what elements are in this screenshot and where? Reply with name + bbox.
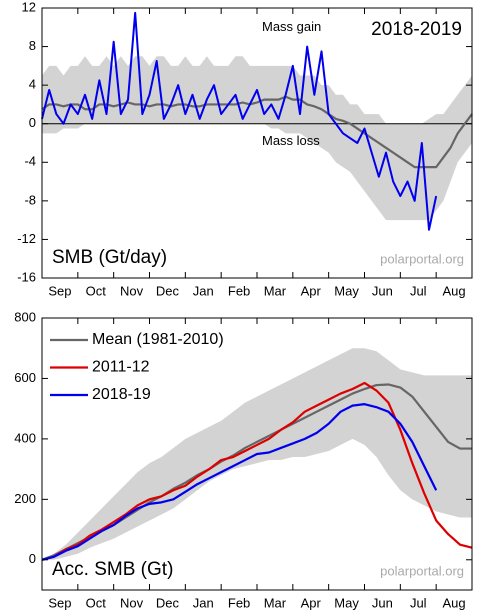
y-tick-label: 4 xyxy=(29,77,36,92)
x-tick-label: Jul xyxy=(410,595,427,610)
y-tick-label: 800 xyxy=(14,309,36,324)
x-tick-label: Dec xyxy=(156,283,180,298)
x-tick-label: Jun xyxy=(372,283,393,298)
source: polarportal.org xyxy=(380,563,464,578)
x-tick-label: Sep xyxy=(48,283,71,298)
x-tick-label: Mar xyxy=(264,283,287,298)
x-tick-label: Aug xyxy=(443,595,466,610)
panel-label: SMB (Gt/day) xyxy=(52,247,167,268)
source: polarportal.org xyxy=(380,251,464,266)
series-line xyxy=(41,11,438,231)
x-tick-label: May xyxy=(334,283,359,298)
legend-label: 2018-19 xyxy=(92,386,151,403)
x-tick-label: Dec xyxy=(156,595,180,610)
x-tick-label: Nov xyxy=(120,595,144,610)
legend-label: 2011-12 xyxy=(92,359,150,376)
x-tick-label: Apr xyxy=(301,283,322,298)
panel-label: Acc. SMB (Gt) xyxy=(52,559,173,580)
y-tick-label: 600 xyxy=(14,370,36,385)
legend-label: Mean (1981-2010) xyxy=(92,331,224,348)
annotation: Mass loss xyxy=(262,133,320,148)
panel-title: 2018-2019 xyxy=(371,19,462,40)
y-tick-label: -12 xyxy=(17,231,36,246)
x-tick-label: Jan xyxy=(193,595,214,610)
y-tick-label: 0 xyxy=(29,551,36,566)
x-tick-label: Jan xyxy=(193,283,214,298)
x-tick-label: Mar xyxy=(264,595,287,610)
series-line xyxy=(41,381,473,561)
x-tick-label: Jun xyxy=(372,595,393,610)
y-tick-label: 8 xyxy=(29,38,36,53)
x-tick-label: Oct xyxy=(86,283,107,298)
x-tick-label: Jul xyxy=(410,283,427,298)
y-tick-label: -4 xyxy=(24,154,36,169)
x-tick-label: Feb xyxy=(228,595,250,610)
y-tick-label: 400 xyxy=(14,430,36,445)
x-tick-label: Apr xyxy=(301,595,322,610)
series-line xyxy=(41,403,438,561)
x-tick-label: Sep xyxy=(48,595,71,610)
y-tick-label: -16 xyxy=(17,269,36,284)
range-band xyxy=(42,56,472,221)
x-tick-label: Feb xyxy=(228,283,250,298)
y-tick-label: 12 xyxy=(22,0,36,14)
x-tick-label: Nov xyxy=(120,283,144,298)
series-line xyxy=(41,95,473,169)
y-tick-label: 0 xyxy=(29,115,36,130)
annotation: Mass gain xyxy=(262,19,321,34)
y-tick-label: 200 xyxy=(14,491,36,506)
x-tick-label: Oct xyxy=(86,595,107,610)
y-tick-label: -8 xyxy=(24,192,36,207)
x-tick-label: Aug xyxy=(443,283,466,298)
x-tick-label: May xyxy=(334,595,359,610)
